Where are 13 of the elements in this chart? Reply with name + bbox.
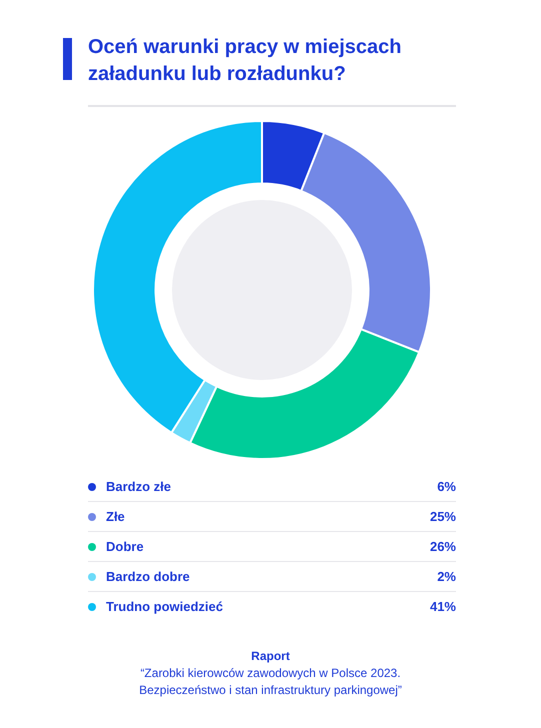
legend-label: Bardzo złe	[106, 479, 172, 494]
data-label: 6%	[437, 479, 456, 494]
text: “Zarobki kierowców zawodowych w Polsce 2023. Bezpieczeństwo i stan infrastruktury parkingowej”	[138, 665, 403, 699]
data-label: 26%	[430, 539, 456, 554]
chart-title: Oceń warunki pracy w miejscach załadunku lub rozładunku?	[88, 35, 402, 87]
legend-label: Bardzo dobre	[106, 569, 191, 584]
data-label: 25%	[430, 509, 456, 524]
text: Raport	[250, 648, 291, 665]
legend-label: Dobre	[106, 539, 145, 554]
legend-label: Złe	[106, 509, 126, 524]
data-label: 2%	[437, 569, 456, 584]
data-label: 41%	[430, 599, 456, 614]
legend-label: Trudno powiedzieć	[106, 599, 224, 614]
